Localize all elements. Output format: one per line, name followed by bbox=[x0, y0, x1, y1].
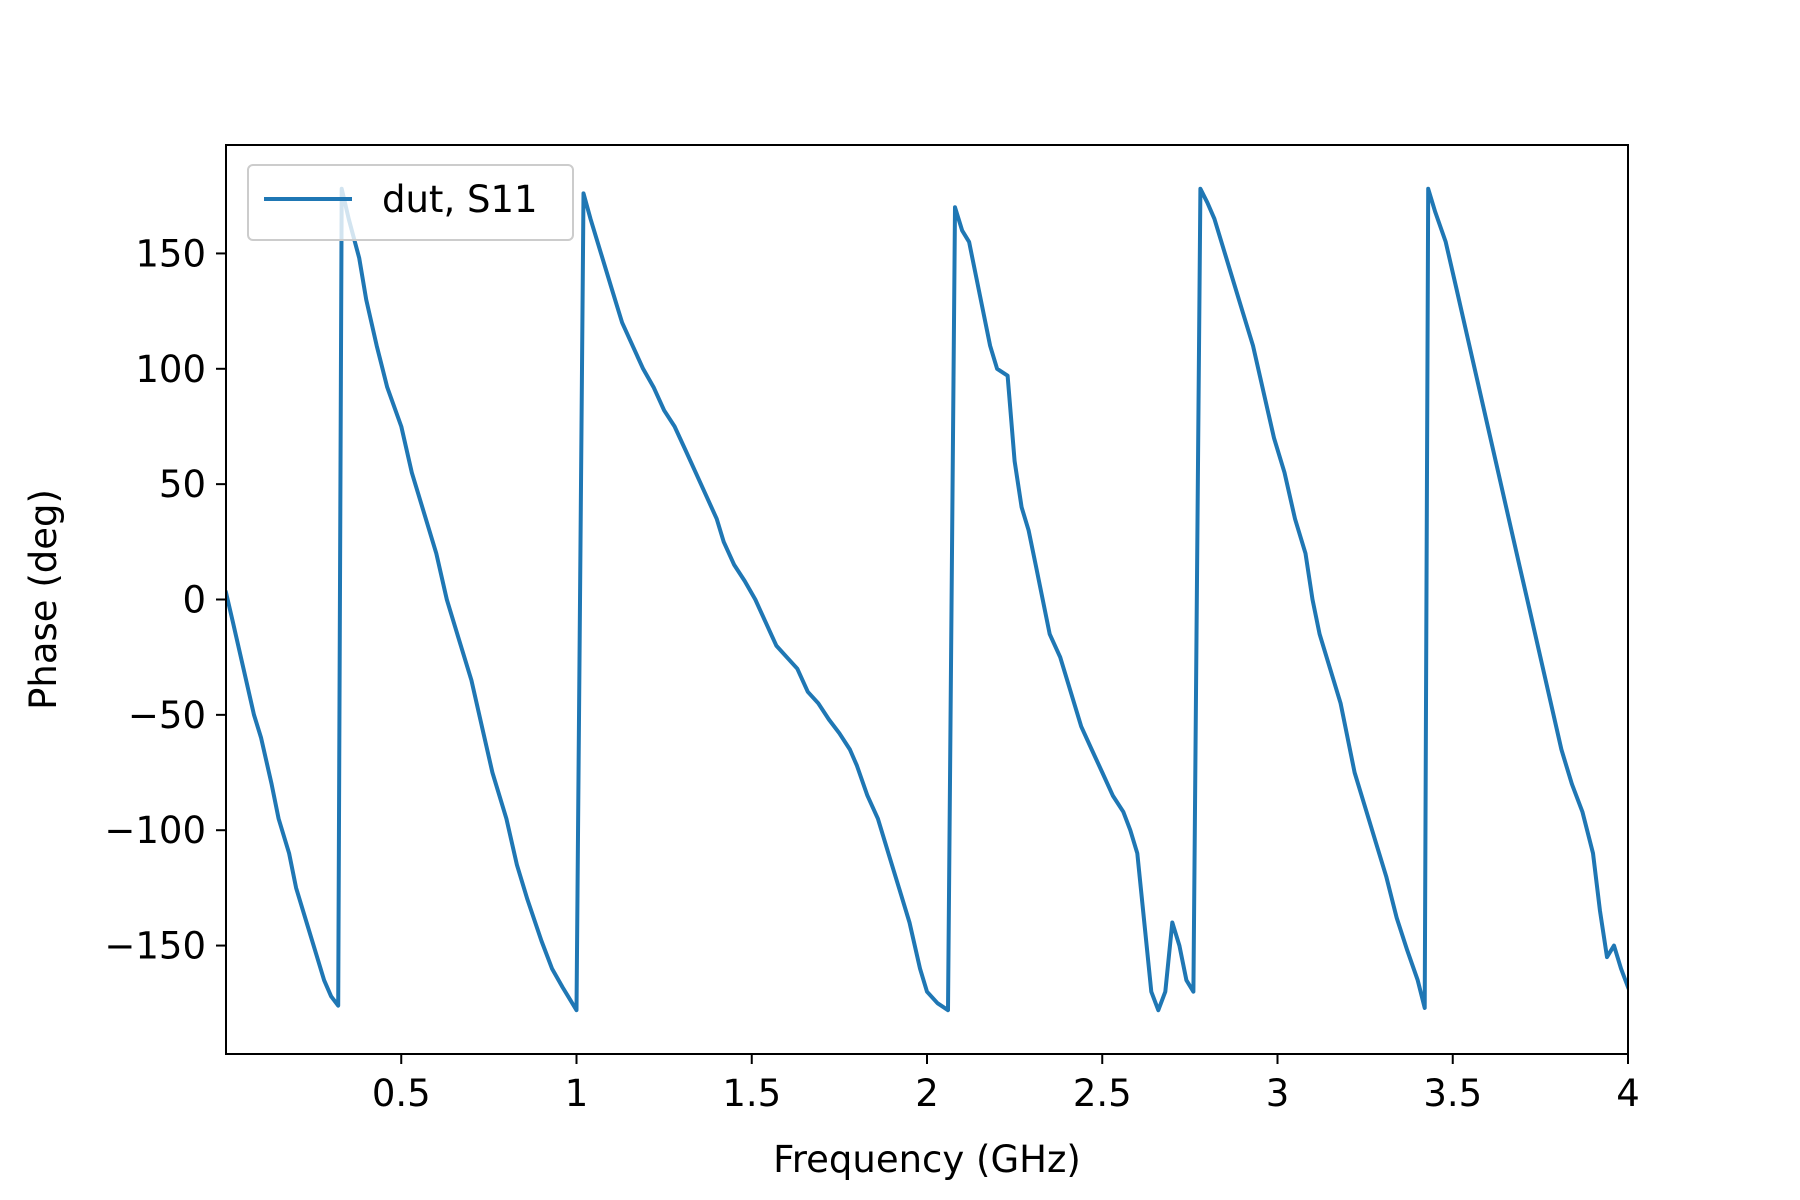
tick-marks: 0.5 1 1.5 2 2.5 3 3.5 4 −150 −100 −50 0 50 100 150 bbox=[104, 232, 1639, 1115]
plot-area bbox=[226, 186, 1628, 1013]
y-tick-label: 0 bbox=[182, 579, 206, 622]
series-line-0 bbox=[226, 186, 1628, 1013]
legend: dut, S11 bbox=[247, 164, 574, 241]
y-axis-label: Phase (deg) bbox=[22, 489, 65, 710]
y-tick-label: −150 bbox=[104, 925, 206, 968]
x-tick-label: 2 bbox=[915, 1072, 939, 1115]
y-tick-label: 150 bbox=[135, 232, 206, 275]
y-tick-label: 100 bbox=[135, 348, 206, 391]
y-tick-label: 50 bbox=[159, 463, 206, 506]
legend-box bbox=[247, 164, 574, 241]
x-tick-label: 3.5 bbox=[1423, 1072, 1482, 1115]
axes-frame bbox=[225, 144, 1629, 1055]
legend-label: dut, S11 bbox=[382, 178, 538, 221]
y-tick-label: −100 bbox=[104, 809, 206, 852]
x-tick-label: 1.5 bbox=[722, 1072, 781, 1115]
x-tick-label: 2.5 bbox=[1073, 1072, 1132, 1115]
x-tick-label: 0.5 bbox=[372, 1072, 431, 1115]
x-tick-label: 4 bbox=[1616, 1072, 1640, 1115]
x-tick-label: 3 bbox=[1266, 1072, 1290, 1115]
x-axis-label: Frequency (GHz) bbox=[773, 1138, 1081, 1181]
axes bbox=[225, 144, 1629, 1055]
x-tick-label: 1 bbox=[565, 1072, 589, 1115]
y-tick-label: −50 bbox=[128, 694, 206, 737]
